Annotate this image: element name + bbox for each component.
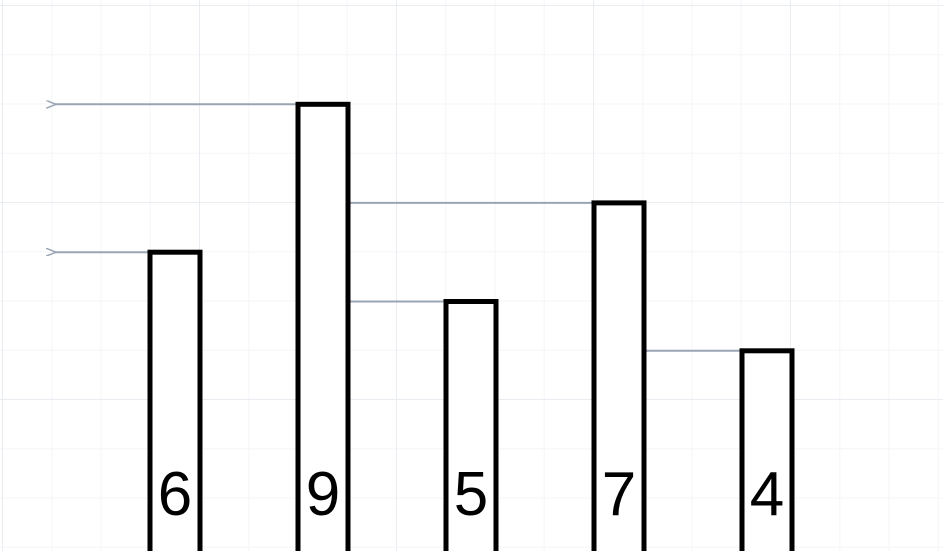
arrows-layer — [55, 104, 742, 350]
bar-label-5: 5 — [454, 460, 488, 529]
bar-9 — [295, 101, 351, 551]
bar-label-7: 7 — [602, 460, 636, 529]
bar-4 — [739, 348, 795, 551]
bars-layer: 6 9 5 7 4 — [147, 101, 795, 551]
bar-label-4: 4 — [750, 460, 784, 529]
bar-5 — [443, 299, 499, 551]
bar-label-6: 6 — [158, 460, 192, 529]
bar-7 — [591, 200, 647, 551]
bar-6 — [147, 249, 203, 551]
bar-label-9: 9 — [306, 460, 340, 529]
